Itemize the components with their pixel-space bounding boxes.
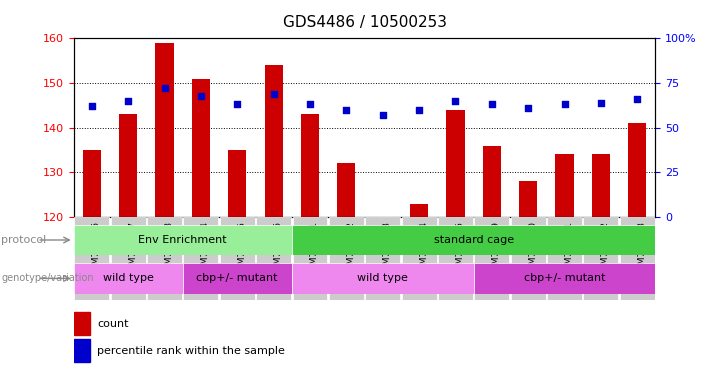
Text: GSM766015: GSM766015	[237, 221, 246, 276]
Bar	[337, 164, 355, 217]
Bar	[447, 110, 465, 217]
Text: count: count	[97, 319, 129, 329]
Point	[522, 105, 533, 111]
Text: GSM766007: GSM766007	[128, 221, 137, 276]
Text: GSM766009: GSM766009	[492, 221, 501, 276]
Point	[559, 101, 570, 108]
Point	[377, 112, 388, 118]
Point	[450, 98, 461, 104]
Text: GSM766016: GSM766016	[273, 221, 283, 276]
FancyBboxPatch shape	[474, 263, 655, 294]
Bar	[628, 123, 646, 217]
Point	[231, 101, 243, 108]
Text: GSM766014: GSM766014	[201, 221, 210, 276]
FancyBboxPatch shape	[547, 217, 582, 300]
Point	[414, 107, 425, 113]
FancyBboxPatch shape	[292, 225, 655, 255]
Point	[486, 101, 498, 108]
Bar	[74, 339, 90, 362]
FancyBboxPatch shape	[438, 217, 473, 300]
FancyBboxPatch shape	[74, 225, 292, 255]
FancyBboxPatch shape	[220, 217, 254, 300]
FancyBboxPatch shape	[292, 217, 327, 300]
Bar	[228, 150, 246, 217]
Text: GSM766003: GSM766003	[383, 221, 392, 276]
Bar	[410, 204, 428, 217]
FancyBboxPatch shape	[511, 217, 545, 300]
Bar	[156, 43, 174, 217]
Bar	[119, 114, 137, 217]
Point	[632, 96, 643, 102]
Bar	[519, 181, 537, 217]
FancyBboxPatch shape	[402, 217, 437, 300]
Point	[123, 98, 134, 104]
FancyBboxPatch shape	[256, 217, 291, 300]
Bar	[192, 79, 210, 217]
Bar	[483, 146, 501, 217]
FancyBboxPatch shape	[620, 217, 655, 300]
Text: GSM766008: GSM766008	[165, 221, 174, 276]
FancyBboxPatch shape	[292, 263, 474, 294]
Text: wild type: wild type	[358, 273, 408, 283]
Point	[86, 103, 97, 109]
FancyBboxPatch shape	[147, 217, 182, 300]
Bar	[264, 65, 283, 217]
Point	[595, 99, 606, 106]
FancyBboxPatch shape	[184, 217, 218, 300]
Text: GSM766012: GSM766012	[601, 221, 610, 276]
Point	[159, 85, 170, 91]
Text: GSM766006: GSM766006	[92, 221, 101, 276]
FancyBboxPatch shape	[111, 217, 146, 300]
Point	[341, 107, 352, 113]
Text: GSM766001: GSM766001	[310, 221, 319, 276]
Bar	[301, 114, 319, 217]
Bar	[555, 154, 573, 217]
FancyBboxPatch shape	[183, 263, 292, 294]
Text: GSM766011: GSM766011	[564, 221, 573, 276]
Text: cbp+/- mutant: cbp+/- mutant	[524, 273, 605, 283]
Text: wild type: wild type	[103, 273, 154, 283]
Text: GSM766002: GSM766002	[346, 221, 355, 276]
FancyBboxPatch shape	[475, 217, 509, 300]
Text: GSM766004: GSM766004	[419, 221, 428, 276]
FancyBboxPatch shape	[583, 217, 618, 300]
Point	[196, 93, 207, 99]
FancyBboxPatch shape	[74, 263, 183, 294]
Text: cbp+/- mutant: cbp+/- mutant	[196, 273, 278, 283]
Text: GSM766010: GSM766010	[528, 221, 537, 276]
Text: GSM766013: GSM766013	[637, 221, 646, 276]
FancyBboxPatch shape	[74, 217, 109, 300]
Bar	[83, 150, 101, 217]
FancyBboxPatch shape	[365, 217, 400, 300]
Text: percentile rank within the sample: percentile rank within the sample	[97, 346, 285, 356]
Point	[268, 91, 279, 97]
FancyBboxPatch shape	[329, 217, 364, 300]
Text: Env Enrichment: Env Enrichment	[138, 235, 227, 245]
Text: protocol: protocol	[1, 235, 47, 245]
Text: GSM766005: GSM766005	[456, 221, 465, 276]
Bar	[592, 154, 610, 217]
Point	[304, 101, 315, 108]
Text: GDS4486 / 10500253: GDS4486 / 10500253	[283, 15, 447, 30]
Text: genotype/variation: genotype/variation	[1, 273, 94, 283]
Bar	[74, 312, 90, 335]
Text: standard cage: standard cage	[433, 235, 514, 245]
